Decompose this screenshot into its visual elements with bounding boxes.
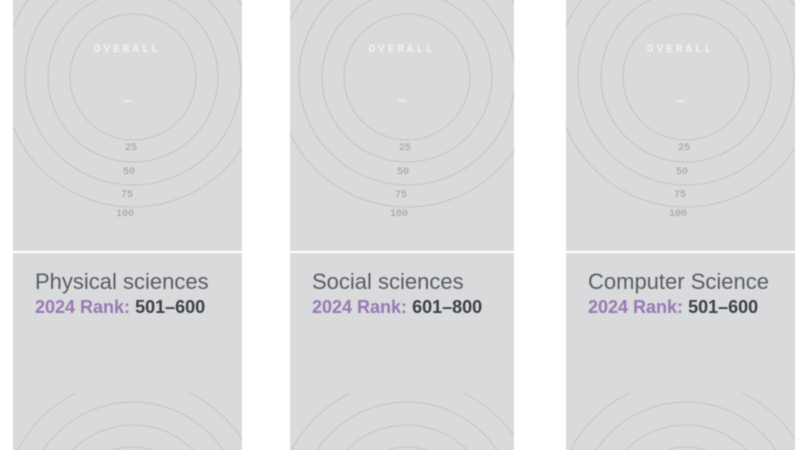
svg-text:50: 50 bbox=[123, 167, 135, 178]
svg-text:25: 25 bbox=[678, 143, 690, 154]
svg-text:100: 100 bbox=[669, 209, 687, 220]
svg-text:100: 100 bbox=[390, 209, 408, 220]
svg-text:100: 100 bbox=[116, 209, 134, 220]
svg-text:50: 50 bbox=[676, 167, 688, 178]
svg-text:50: 50 bbox=[397, 167, 409, 178]
svg-text:75: 75 bbox=[674, 190, 686, 201]
svg-text:75: 75 bbox=[121, 190, 133, 201]
svg-text:25: 25 bbox=[125, 143, 137, 154]
svg-text:75: 75 bbox=[395, 190, 407, 201]
svg-text:25: 25 bbox=[399, 143, 411, 154]
